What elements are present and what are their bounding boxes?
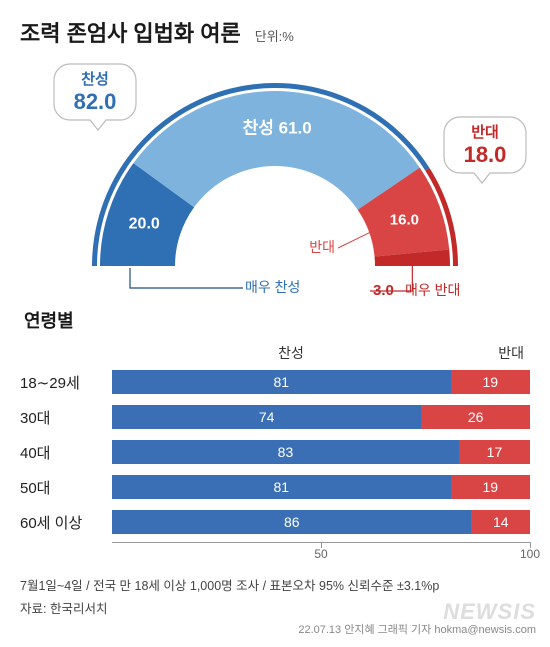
bar-oppose: 19 [451, 475, 530, 499]
bar-oppose: 26 [421, 405, 530, 429]
bar-approve: 81 [112, 370, 451, 394]
page-title: 조력 존엄사 입법화 여론 [20, 16, 241, 48]
age-section-title: 연령별 [24, 307, 530, 333]
donut-label-oppose: 16.0 [390, 211, 419, 228]
bars-header-oppose: 반대 [470, 343, 530, 363]
bar-category: 40대 [20, 442, 112, 463]
oppose-total-bubble: 반대 18.0 [440, 111, 530, 187]
bar-oppose: 19 [451, 370, 530, 394]
approve-total-title: 찬성 [50, 68, 140, 89]
bar-approve: 83 [112, 440, 459, 464]
footnote: 7월1일~4일 / 전국 만 18세 이상 1,000명 조사 / 표본오차 9… [20, 576, 530, 596]
bar-row: 30대7426 [20, 402, 530, 432]
bar-row: 60세 이상8614 [20, 507, 530, 537]
unit-label: 단위:% [255, 26, 294, 45]
axis-tick-label: 100 [520, 547, 540, 561]
bar-category: 18∼29세 [20, 372, 112, 393]
bar-approve: 81 [112, 475, 451, 499]
source-value: 한국리서치 [50, 602, 108, 616]
axis-tick-label: 50 [314, 547, 327, 561]
bars-header-approve: 찬성 [112, 343, 470, 363]
bar-oppose: 17 [459, 440, 530, 464]
approve-total-value: 82.0 [50, 89, 140, 115]
bar-row: 50대8119 [20, 472, 530, 502]
bar-row: 40대8317 [20, 437, 530, 467]
donut-segment-approve [133, 91, 419, 210]
approve-total-bubble: 찬성 82.0 [50, 58, 140, 134]
donut-sub-strong-approve: 매우 찬성 [245, 279, 300, 295]
donut-label-strong-approve: 20.0 [129, 216, 160, 233]
source-label: 자료: [20, 602, 46, 616]
donut-chart: 20.0 찬성 61.0 16.0 매우 찬성 반대 3.0 매우 반대 찬성 82.0 반… [20, 56, 530, 301]
oppose-total-title: 반대 [440, 121, 530, 142]
oppose-total-value: 18.0 [440, 142, 530, 168]
bar-approve: 74 [112, 405, 421, 429]
bar-oppose: 14 [471, 510, 530, 534]
bar-category: 50대 [20, 477, 112, 498]
donut-label-approve: 찬성 61.0 [243, 119, 312, 138]
bar-category: 60세 이상 [20, 512, 112, 533]
bar-category: 30대 [20, 407, 112, 428]
credit-line: 22.07.13 안지혜 그래픽 기자 hokma@newsis.com [298, 621, 536, 637]
bar-approve: 86 [112, 510, 471, 534]
donut-sub-oppose: 반대 [309, 239, 335, 255]
donut-label-strong-oppose: 3.0 [373, 282, 394, 299]
donut-sub-strong-oppose: 매우 반대 [405, 282, 460, 298]
bars-header: 찬성 반대 [20, 343, 530, 363]
bar-row: 18∼29세8119 [20, 367, 530, 397]
